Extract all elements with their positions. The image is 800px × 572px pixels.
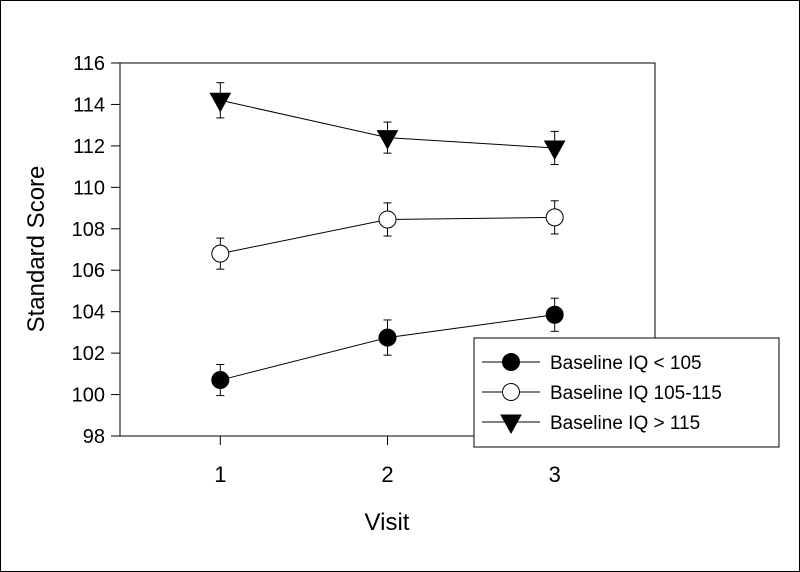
- data-point: [378, 328, 397, 347]
- y-tick-label: 102: [72, 343, 105, 365]
- legend-entry: Baseline IQ > 115: [482, 413, 700, 435]
- legend-marker: [502, 353, 520, 371]
- y-tick-label: 100: [72, 385, 105, 407]
- legend-label: Baseline IQ 105-115: [550, 383, 722, 404]
- data-point: [545, 208, 564, 227]
- y-axis: 98 100 102 104 106 108 110 112 114 116: [72, 53, 120, 448]
- legend-marker: [502, 383, 520, 401]
- data-point: [211, 371, 230, 390]
- y-tick-label: 104: [72, 302, 105, 324]
- x-tick-label: 2: [381, 462, 393, 487]
- x-axis: 1 2 3: [214, 436, 561, 487]
- y-tick-label: 114: [73, 94, 105, 116]
- x-tick-label: 1: [214, 462, 226, 487]
- y-tick-label: 106: [72, 260, 105, 282]
- legend-entry: Baseline IQ < 105: [482, 353, 702, 374]
- y-tick-label: 98: [83, 426, 105, 448]
- data-point: [376, 130, 399, 150]
- legend-label: Baseline IQ < 105: [550, 353, 702, 374]
- legend-entry: Baseline IQ 105-115: [482, 383, 722, 404]
- y-tick-label: 108: [72, 219, 105, 241]
- legend-marker: [500, 414, 522, 435]
- legend: Baseline IQ < 105 Baseline IQ 105-115 Base…: [473, 337, 780, 448]
- data-point: [209, 92, 232, 113]
- y-tick-label: 110: [73, 177, 105, 199]
- data-point: [211, 244, 230, 263]
- legend-label: Baseline IQ > 115: [550, 413, 700, 434]
- series-2: [211, 200, 564, 270]
- y-tick-label: 112: [73, 136, 105, 158]
- series-3: [209, 82, 566, 166]
- y-tick-label: 116: [73, 53, 105, 75]
- data-point: [543, 140, 566, 160]
- y-axis-title: Standard Score: [23, 166, 50, 333]
- series-layer: [209, 82, 566, 397]
- x-tick-label: 3: [549, 462, 561, 487]
- data-point: [545, 305, 564, 324]
- x-axis-title: Visit: [365, 509, 410, 536]
- series-1: [211, 297, 564, 397]
- data-point: [378, 210, 397, 229]
